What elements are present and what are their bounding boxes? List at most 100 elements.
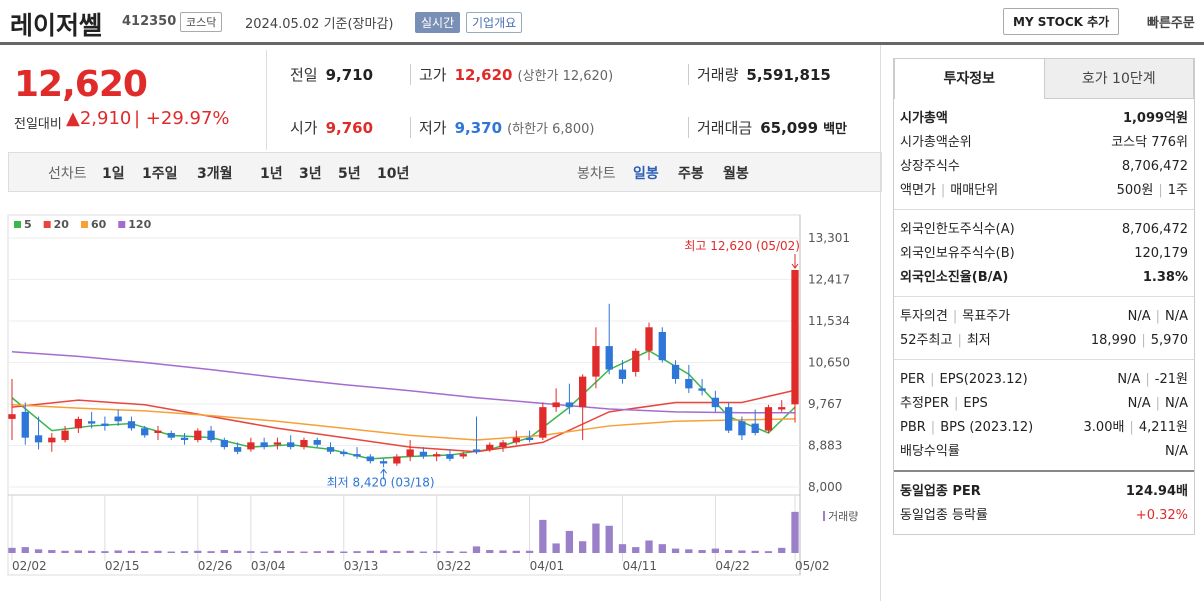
- volume-bar: [605, 525, 613, 553]
- row-label: 52주최고 | 최저: [900, 329, 991, 353]
- label: 외국인보유주식수(B): [900, 246, 1015, 261]
- company-info[interactable]: 기업개요: [466, 12, 523, 33]
- candle-body: [539, 407, 547, 438]
- change: ▲2,910: [66, 108, 132, 129]
- volume-bar: [180, 551, 189, 553]
- tab[interactable]: 주봉: [678, 166, 704, 182]
- sep: |: [952, 309, 958, 324]
- price: 12,620: [14, 64, 148, 105]
- value: 8,706,472: [1121, 159, 1188, 174]
- legend-label: 5: [24, 218, 32, 231]
- value: +0.32%: [1135, 508, 1188, 523]
- sep: |: [930, 372, 935, 387]
- label: 상장주식수: [900, 159, 960, 174]
- value: N/A: [1127, 309, 1151, 324]
- candle-body: [154, 430, 162, 433]
- panel-tab[interactable]: 호가 10단계: [1044, 58, 1194, 99]
- row-value: 1.38%: [1143, 266, 1188, 290]
- volume-bar: [87, 550, 96, 553]
- row-value: 8,706,472: [1122, 155, 1188, 179]
- volume-label: 거래량: [828, 510, 858, 523]
- row-value: N/A | -21원: [1117, 368, 1188, 392]
- volume-bar: [21, 547, 29, 553]
- candle-body: [220, 440, 228, 448]
- sep: |: [1158, 183, 1163, 198]
- volume-bar: [313, 551, 321, 553]
- x-tick-label: 03/04: [251, 559, 286, 573]
- stat: 전일 9,710: [290, 64, 373, 85]
- volume-bar: [61, 550, 69, 553]
- label: 외국인소진율(B/A): [900, 270, 1009, 285]
- candle-body: [592, 346, 600, 377]
- candle-body: [48, 437, 56, 443]
- tab[interactable]: 5년: [338, 166, 361, 182]
- candle-body: [419, 451, 428, 457]
- panel-row: 52주최고 | 최저 18,990 | 5,970: [900, 329, 1188, 353]
- candle-body: [326, 447, 335, 452]
- value: 8,706,472: [1121, 222, 1188, 237]
- row-value: 500원 | 1주: [1117, 179, 1188, 203]
- stat-unit: 백만: [823, 122, 848, 137]
- legend-label: 60: [91, 218, 107, 231]
- candle-body: [8, 414, 16, 419]
- legend-swatch: [43, 221, 51, 228]
- candle-body: [698, 388, 706, 391]
- volume-bar: [34, 549, 43, 553]
- legend-label: 20: [54, 218, 70, 231]
- panel-tab[interactable]: 투자정보: [894, 58, 1045, 99]
- label: 액면가: [900, 183, 936, 198]
- realtime[interactable]: 실시간: [415, 12, 461, 33]
- tab[interactable]: 월봉: [723, 166, 749, 182]
- candle-body: [180, 437, 189, 441]
- annotation: 최고 12,620 (05/02): [684, 239, 800, 253]
- candle-body: [552, 402, 560, 408]
- tab[interactable]: 1일: [102, 166, 125, 182]
- sep: |: [1129, 420, 1134, 435]
- x-tick-label: 03/13: [344, 559, 379, 573]
- volume-bar: [287, 551, 295, 553]
- label: 투자의견: [900, 309, 948, 324]
- x-tick-label: 04/01: [530, 559, 565, 573]
- candle-body: [21, 411, 29, 438]
- my-stock-button[interactable]: MY STOCK 추가: [1003, 8, 1120, 35]
- x-tick-label: 02/15: [105, 559, 140, 573]
- volume-bar: [114, 550, 122, 553]
- row-value: N/A | N/A: [1128, 392, 1188, 416]
- volume-bar: [592, 523, 600, 553]
- tab[interactable]: 3년: [299, 166, 322, 182]
- candle-body: [74, 418, 83, 429]
- tab[interactable]: 3개월: [197, 166, 233, 182]
- volume-bar: [220, 550, 228, 553]
- tab[interactable]: 10년: [377, 166, 410, 182]
- volume-bar: [194, 550, 202, 553]
- stat: 고가 12,620 (상한가 12,620): [410, 64, 613, 85]
- candle-body: [379, 461, 388, 464]
- tab[interactable]: 1주일: [142, 166, 178, 182]
- volume-bar: [260, 551, 268, 553]
- label: 동일업종 PER: [900, 484, 981, 499]
- stat: 저가 9,370 (하한가 6,800): [410, 117, 594, 138]
- row-label: 상장주식수: [900, 155, 960, 179]
- row-label: 외국인소진율(B/A): [900, 266, 1008, 290]
- tab[interactable]: 일봉: [633, 166, 659, 182]
- volume-bar: [8, 547, 16, 553]
- volume-bar: [273, 550, 282, 553]
- ma-line: [11, 350, 795, 414]
- volume-bar: [233, 550, 242, 553]
- tab[interactable]: 1년: [260, 166, 283, 182]
- value: 4,211원: [1138, 420, 1188, 435]
- y-tick-label: 8,883: [808, 439, 842, 453]
- volume-bar: [326, 550, 335, 553]
- sep: |: [1141, 333, 1146, 348]
- quick-order[interactable]: 빠른주문: [1147, 16, 1195, 31]
- row-label: 투자의견 | 목표주가: [900, 305, 1010, 329]
- row-value: 18,990 | 5,970: [1091, 329, 1188, 353]
- stat-value: 9,370: [454, 119, 503, 137]
- stat-value: 9,760: [325, 119, 374, 137]
- candle-body: [525, 437, 534, 441]
- label: 매매단위: [950, 183, 999, 198]
- stat: 거래량 5,591,815: [688, 64, 831, 85]
- row-value: N/A | N/A: [1128, 305, 1188, 329]
- panel-row: 외국인보유주식수(B) 120,179: [900, 242, 1188, 266]
- value: 500원: [1116, 183, 1154, 198]
